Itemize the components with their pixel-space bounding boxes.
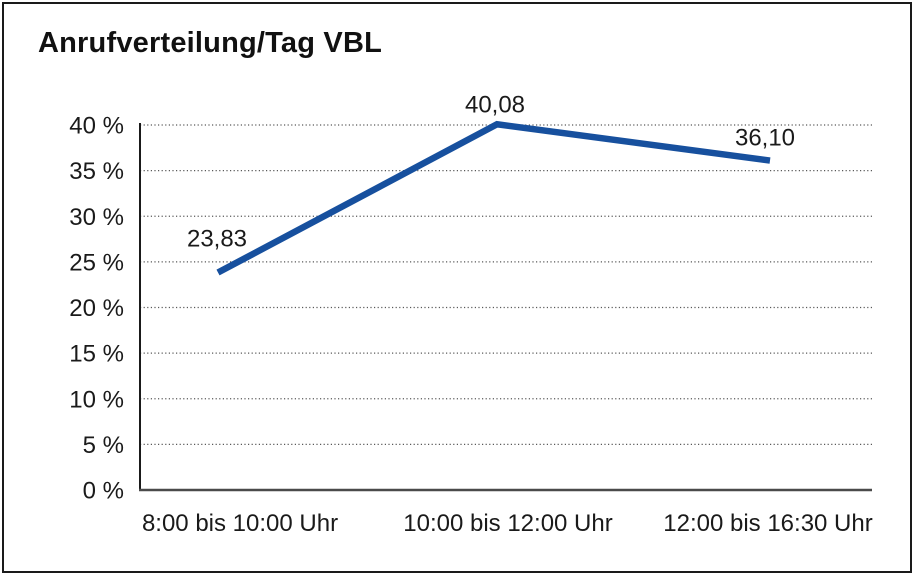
x-axis-tick-label: 8:00 bis 10:00 Uhr — [142, 510, 338, 537]
data-series-line — [216, 120, 771, 276]
data-point-label: 36,10 — [735, 125, 795, 152]
data-point-label: 40,08 — [465, 91, 525, 118]
y-axis-tick-label: 25 % — [69, 249, 124, 276]
y-axis-tick-label: 15 % — [69, 341, 124, 368]
x-axis-tick-label: 10:00 bis 12:00 Uhr — [403, 510, 612, 537]
x-axis-tick-label: 12:00 bis 16:30 Uhr — [663, 510, 872, 537]
y-axis-tick-label: 10 % — [69, 386, 124, 413]
y-axis-tick-label: 20 % — [69, 295, 124, 322]
data-point-label: 23,83 — [187, 226, 247, 253]
y-axis-tick-label: 35 % — [69, 158, 124, 185]
y-axis-tick-label: 30 % — [69, 204, 124, 231]
y-axis-tick-label: 5 % — [83, 432, 124, 459]
y-axis-tick-label: 40 % — [69, 113, 124, 140]
y-axis-tick-label: 0 % — [83, 478, 124, 505]
chart-title: Anrufverteilung/Tag VBL — [38, 27, 383, 59]
